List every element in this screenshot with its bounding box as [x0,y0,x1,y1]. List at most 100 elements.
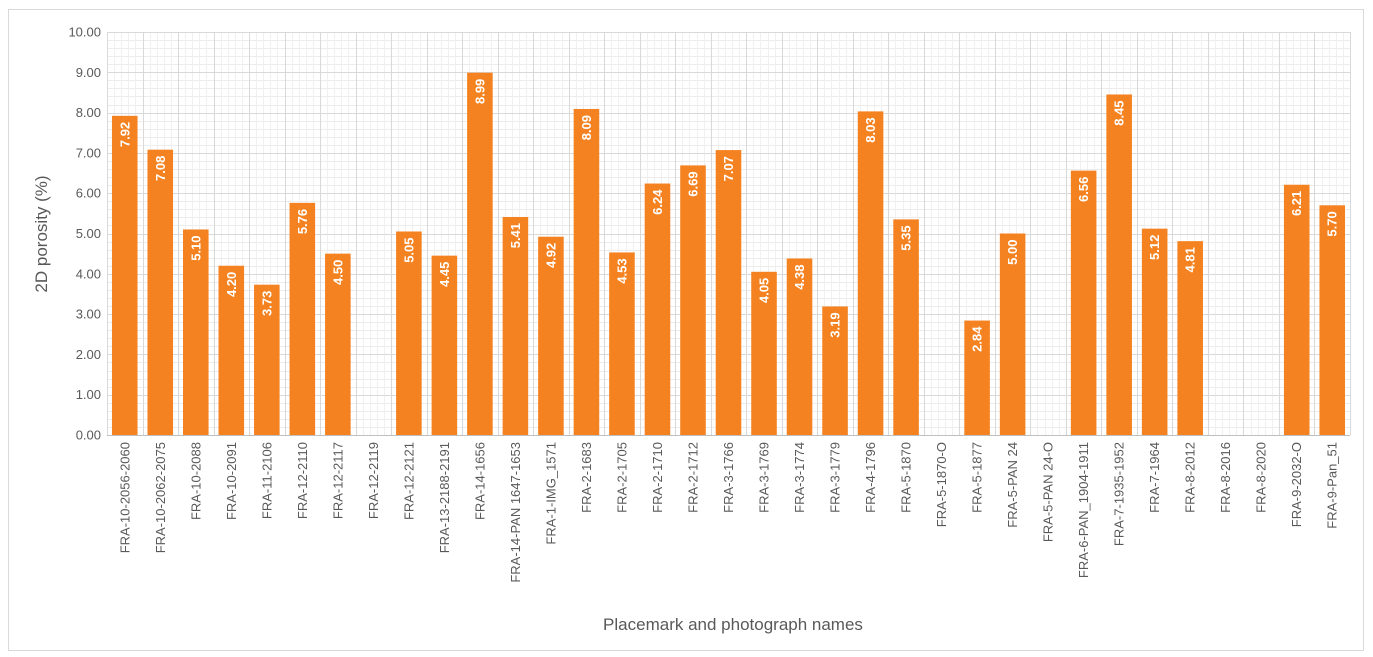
data-label: 4.20 [224,272,239,297]
label-layer: 7.92 7.08 5.10 4.20 3.73 5.76 4.50 5.05 4.45 8.99… [117,79,1339,352]
x-category-label: FRA-11-2106 [259,442,274,519]
y-tick-label: 3.00 [76,307,101,322]
data-label: 8.45 [1112,100,1127,125]
x-category-label: FRA-7-1935-1952 [1112,442,1127,546]
bar-31 [1177,241,1203,435]
data-label: 8.03 [863,117,878,142]
bar-16 [644,183,671,435]
x-category-label: FRA-5-1877 [970,442,985,513]
data-label: 5.35 [899,225,914,250]
data-label: 7.92 [117,122,132,147]
data-label: 4.81 [1183,247,1198,272]
bar-12 [502,216,529,435]
x-category-label: FRA-1-IMG_1571 [543,442,558,545]
y-tick-label: 6.00 [76,186,101,201]
bar-21 [822,306,848,435]
x-category-label: FRA-12-2110 [295,442,310,519]
y-tick-label: 1.00 [76,387,101,402]
y-axis-title: 2D porosity (%) [32,175,51,292]
bar-3 [183,229,209,435]
data-label: 5.05 [401,237,416,262]
bar-1 [111,115,138,435]
bar-30 [1141,228,1168,435]
bar-layer [111,72,1346,436]
x-category-label: FRA-3-1774 [792,442,807,513]
bar-13 [538,236,564,435]
data-label: 5.41 [508,223,523,248]
data-label: 2.84 [970,326,985,352]
bar-17 [680,165,706,435]
bar-20 [786,258,813,435]
data-label: 7.08 [153,156,168,181]
bar-14 [573,108,600,436]
x-category-label: FRA-3-1766 [721,442,736,513]
y-tick-label: 7.00 [76,145,101,160]
x-category-label: FRA-10-2088 [188,442,203,520]
x-category-label: FRA-10-2056-2060 [117,442,132,553]
bar-7 [325,253,351,435]
axis-layer: 0.00 1.00 2.00 3.00 4.00 5.00 6.00 7.00 8.00 9.00… [68,25,1350,583]
y-tick-label: 10.00 [68,25,101,40]
data-label: 5.12 [1147,235,1162,260]
data-label: 6.69 [685,171,700,196]
x-category-label: FRA-12-2121 [401,442,416,520]
y-tick-label: 9.00 [76,65,101,80]
data-label: 4.92 [543,243,558,268]
x-category-label: FRA-3-1779 [828,442,843,513]
data-label: 5.76 [295,209,310,234]
x-category-label: FRA-5-1870-O [934,442,949,527]
bar-23 [893,219,919,435]
x-category-label: FRA-2-1710 [650,442,665,513]
y-tick-label: 4.00 [76,266,101,281]
x-category-label: FRA-4-1796 [863,442,878,513]
x-category-label: FRA-14-PAN 1647-1653 [508,442,523,583]
data-label: 4.53 [614,258,629,283]
data-label: 3.73 [259,291,274,316]
y-tick-label: 2.00 [76,347,101,362]
x-category-label: FRA-2-1683 [579,442,594,513]
data-label: 5.00 [1005,240,1020,265]
bar-19 [751,271,777,435]
x-category-label: FRA-6-PAN_1904-1911 [1076,442,1091,578]
x-category-label: FRA-10-2091 [224,442,239,520]
x-category-label: FRA-5-PAN 24-O [1041,442,1056,542]
x-category-label: FRA-8-2016 [1218,442,1233,513]
bar-2 [147,149,174,435]
bar-10 [431,255,458,435]
x-category-label: FRA-9-2032-O [1289,442,1304,527]
bar-15 [609,252,635,435]
data-label: 6.56 [1076,177,1091,202]
x-category-label: FRA-9-Pan_51 [1325,442,1340,529]
bar-18 [715,150,742,436]
x-category-label: FRA-2-1712 [685,442,700,513]
bar-9 [396,231,422,435]
data-label: 5.10 [188,235,203,260]
data-label: 4.50 [330,260,345,285]
x-category-label: FRA-8-2020 [1254,442,1269,513]
data-label: 6.21 [1289,191,1304,216]
data-label: 7.07 [721,156,736,181]
data-label: 6.24 [650,189,665,215]
porosity-bar-chart: 0.00 1.00 2.00 3.00 4.00 5.00 6.00 7.00 8.00 9.00… [32,25,1351,634]
data-label: 5.70 [1325,211,1340,236]
bar-34 [1283,184,1310,435]
x-category-label: FRA-12-2119 [366,442,381,519]
data-label: 3.19 [828,312,843,337]
x-axis-title: Placemark and photograph names [603,615,863,634]
bar-22 [857,111,884,436]
bar-28 [1070,170,1097,435]
x-category-label: FRA-12-2117 [330,442,345,519]
data-label: 8.99 [472,79,487,104]
y-tick-label: 0.00 [76,428,101,443]
y-tick-label: 5.00 [76,226,101,241]
y-tick-label: 8.00 [76,105,101,120]
x-category-label: FRA-5-1870 [899,442,914,513]
data-label: 8.09 [579,115,594,140]
bar-26 [999,233,1026,435]
x-category-label: FRA-10-2062-2075 [153,442,168,553]
x-category-label: FRA-2-1705 [614,442,629,513]
x-category-label: FRA-5-PAN 24 [1005,442,1020,528]
chart-frame: 0.00 1.00 2.00 3.00 4.00 5.00 6.00 7.00 8.00 9.00… [8,9,1364,651]
x-category-label: FRA-8-2012 [1183,442,1198,513]
bar-5 [254,284,280,435]
